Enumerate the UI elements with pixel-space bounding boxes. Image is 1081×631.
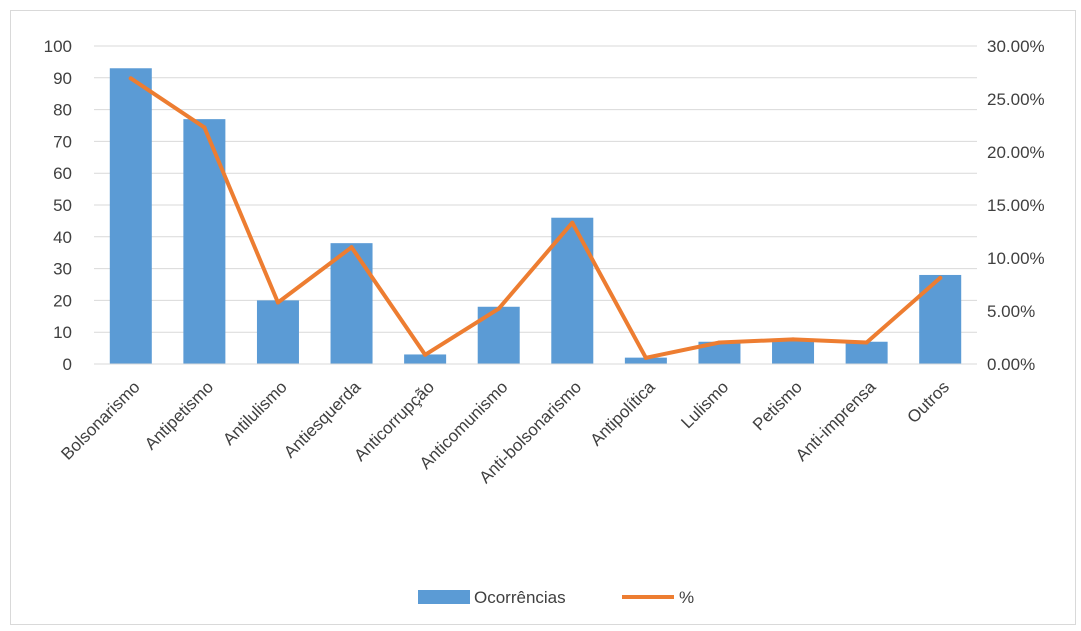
y-left-tick-label: 90 — [53, 69, 72, 88]
y-right-tick-label: 25.00% — [987, 90, 1045, 109]
x-tick-label: Antilulismo — [219, 377, 291, 449]
line-point — [423, 352, 428, 357]
bar — [404, 354, 447, 364]
line-point — [643, 355, 648, 360]
bar — [109, 68, 152, 364]
x-tick-label: Antipolítica — [586, 377, 659, 450]
legend-label-ocorrencias: Ocorrências — [474, 588, 566, 607]
y-right-tick-label: 30.00% — [987, 37, 1045, 56]
y-right-tick-label: 10.00% — [987, 249, 1045, 268]
line-point — [128, 76, 133, 81]
line-point — [864, 340, 869, 345]
line-point — [717, 340, 722, 345]
bar — [624, 357, 667, 364]
line-point — [496, 306, 501, 311]
x-tick-label: Outros — [904, 377, 954, 427]
y-axis-right: 0.00% 5.00% 10.00% 15.00% 20.00% 25.00% 30.00% — [987, 37, 1045, 374]
percent-line — [128, 76, 943, 360]
bar — [256, 300, 299, 364]
y-right-tick-label: 20.00% — [987, 143, 1045, 162]
y-left-tick-label: 10 — [53, 323, 72, 342]
x-tick-label: Petismo — [749, 377, 806, 434]
y-left-tick-label: 40 — [53, 228, 72, 247]
legend: Ocorrências % — [418, 588, 694, 607]
line-point — [275, 300, 280, 305]
legend-swatch-ocorrencias — [418, 590, 470, 604]
y-right-tick-label: 5.00% — [987, 302, 1035, 321]
line-point — [791, 337, 796, 342]
y-right-tick-label: 15.00% — [987, 196, 1045, 215]
x-tick-label: Lulismo — [677, 377, 732, 432]
x-tick-label: Antipetismo — [141, 377, 217, 453]
line-series — [128, 76, 943, 360]
y-left-tick-label: 80 — [53, 101, 72, 120]
y-left-tick-label: 50 — [53, 196, 72, 215]
y-left-tick-label: 60 — [53, 164, 72, 183]
y-left-tick-label: 100 — [44, 37, 72, 56]
bar — [772, 338, 815, 364]
y-left-tick-label: 30 — [53, 260, 72, 279]
bar-series — [109, 68, 962, 364]
bar — [477, 306, 520, 364]
line-point — [570, 220, 575, 225]
y-axis-left: 0 10 20 30 40 50 60 70 80 90 100 — [44, 37, 72, 374]
line-point — [349, 245, 354, 250]
y-right-tick-label: 0.00% — [987, 355, 1035, 374]
bar — [183, 119, 226, 364]
bar — [845, 341, 888, 364]
line-point — [202, 125, 207, 130]
y-left-tick-label: 0 — [63, 355, 72, 374]
bar — [698, 341, 741, 364]
y-left-tick-label: 20 — [53, 291, 72, 310]
bar — [330, 243, 373, 364]
legend-label-percent: % — [679, 588, 694, 607]
gridlines — [94, 45, 977, 365]
x-tick-label: Bolsonarismo — [57, 377, 143, 463]
y-left-tick-label: 70 — [53, 132, 72, 151]
line-point — [938, 275, 943, 280]
